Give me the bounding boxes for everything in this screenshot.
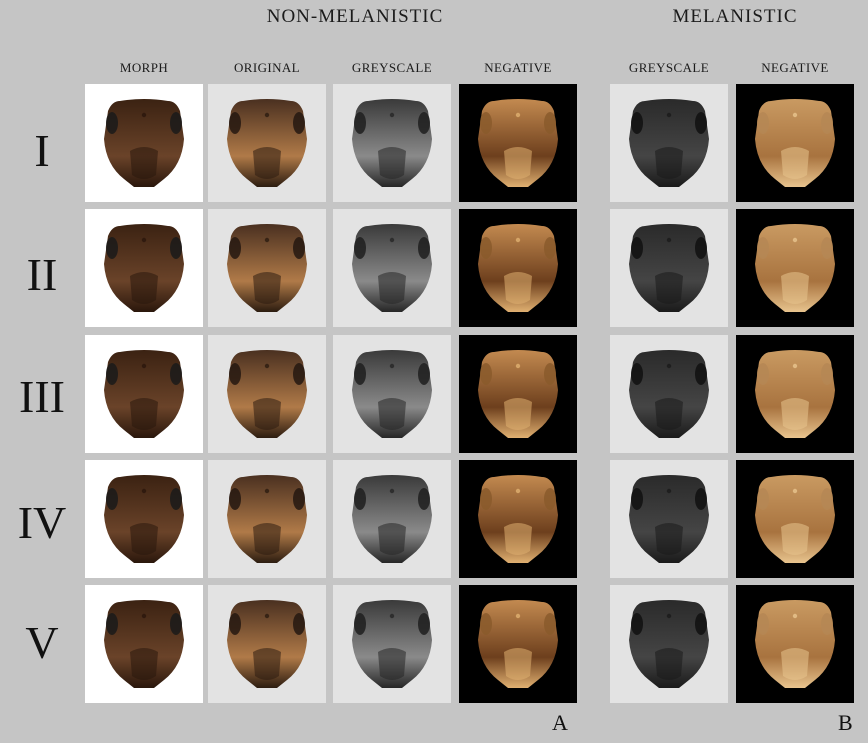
ant-head-image — [629, 600, 709, 688]
specimen-image-greyscale-row-ii — [333, 209, 451, 327]
row-label-iv: IV — [17, 497, 67, 548]
group-title-non-melanistic: NON-MELANISTIC — [266, 6, 444, 27]
specimen-image-original-row-iv — [208, 460, 326, 578]
specimen-image-morph-row-v — [85, 585, 203, 703]
specimen-image-mel-negative-row-i — [736, 84, 854, 202]
specimen-image-mel-greyscale-row-v — [610, 585, 728, 703]
ant-head-image — [104, 99, 184, 187]
specimen-image-negative-row-v — [459, 585, 577, 703]
row-label-ii: II — [26, 249, 58, 300]
specimen-image-greyscale-row-iii — [333, 335, 451, 453]
column-header-negative: NEGATIVE — [484, 60, 552, 75]
ant-head-image — [104, 600, 184, 688]
specimen-image-original-row-i — [208, 84, 326, 202]
ant-head-image — [352, 350, 432, 438]
ant-head-image — [104, 224, 184, 312]
ant-head-image — [227, 224, 307, 312]
specimen-image-original-row-v — [208, 585, 326, 703]
ant-head-image — [352, 600, 432, 688]
ant-head-image — [478, 600, 558, 688]
specimen-image-mel-greyscale-row-i — [610, 84, 728, 202]
specimen-image-original-row-iii — [208, 335, 326, 453]
specimen-image-greyscale-row-iv — [333, 460, 451, 578]
specimen-image-morph-row-i — [85, 84, 203, 202]
ant-head-image — [755, 99, 835, 187]
ant-head-image — [478, 224, 558, 312]
specimen-image-mel-greyscale-row-iii — [610, 335, 728, 453]
ant-head-image — [629, 475, 709, 563]
specimen-image-greyscale-row-i — [333, 84, 451, 202]
row-label-iii: III — [19, 371, 65, 422]
row-label-v: V — [25, 617, 59, 668]
ant-head-image — [227, 475, 307, 563]
ant-head-image — [227, 99, 307, 187]
ant-head-image — [629, 99, 709, 187]
panel-label-a: A — [552, 710, 568, 735]
specimen-image-negative-row-i — [459, 84, 577, 202]
column-header-melanistic-greyscale: GREYSCALE — [628, 60, 710, 75]
ant-head-image — [227, 600, 307, 688]
ant-head-image — [629, 350, 709, 438]
specimen-image-negative-row-iii — [459, 335, 577, 453]
ant-head-image — [755, 224, 835, 312]
ant-head-image — [755, 600, 835, 688]
specimen-image-mel-negative-row-iv — [736, 460, 854, 578]
specimen-image-mel-greyscale-row-ii — [610, 209, 728, 327]
column-header-greyscale: GREYSCALE — [351, 60, 433, 75]
specimen-image-negative-row-ii — [459, 209, 577, 327]
ant-head-image — [478, 475, 558, 563]
ant-head-image — [352, 475, 432, 563]
specimen-image-morph-row-iii — [85, 335, 203, 453]
ant-head-image — [104, 350, 184, 438]
ant-head-image — [352, 99, 432, 187]
specimen-image-negative-row-iv — [459, 460, 577, 578]
column-header-morph: MORPH — [119, 60, 169, 75]
ant-head-image — [104, 475, 184, 563]
ant-head-image — [478, 350, 558, 438]
specimen-image-original-row-ii — [208, 209, 326, 327]
ant-head-image — [755, 475, 835, 563]
specimen-image-morph-row-ii — [85, 209, 203, 327]
specimen-image-mel-negative-row-iii — [736, 335, 854, 453]
panel-label-b: B — [838, 710, 853, 735]
ant-head-image — [478, 99, 558, 187]
ant-head-image — [755, 350, 835, 438]
ant-head-image — [352, 224, 432, 312]
row-label-i: I — [34, 125, 50, 176]
specimen-image-mel-negative-row-ii — [736, 209, 854, 327]
specimen-image-mel-greyscale-row-iv — [610, 460, 728, 578]
ant-head-image — [629, 224, 709, 312]
ant-head-image — [227, 350, 307, 438]
column-header-original: ORIGINAL — [233, 60, 301, 75]
group-title-melanistic: MELANISTIC — [672, 6, 798, 27]
specimen-image-greyscale-row-v — [333, 585, 451, 703]
specimen-image-mel-negative-row-v — [736, 585, 854, 703]
specimen-image-morph-row-iv — [85, 460, 203, 578]
column-header-melanistic-negative: NEGATIVE — [761, 60, 829, 75]
